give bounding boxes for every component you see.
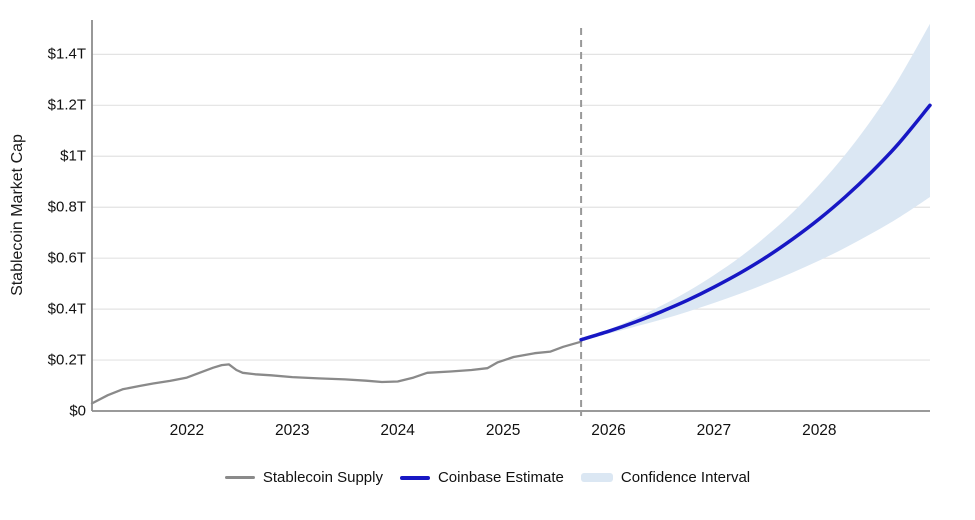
x-tick-label: 2022 (169, 422, 205, 439)
legend-label-coinbase-estimate: Coinbase Estimate (437, 469, 564, 486)
y-tick-label: $0.4T (47, 300, 86, 318)
y-tick-label: $0.2T (47, 351, 86, 369)
blue-line-swatch-icon (399, 475, 430, 480)
gray-line-swatch-icon (224, 476, 255, 479)
x-tick-label: 2023 (275, 422, 310, 439)
y-tick-label: $0.6T (47, 249, 86, 267)
y-tick-label: $1T (60, 147, 86, 165)
legend-item-confidence-interval: Confidence Interval (580, 469, 751, 486)
band-swatch-icon (580, 473, 613, 482)
legend-item-stablecoin-supply: Stablecoin Supply (224, 469, 383, 486)
x-tick-label: 2028 (802, 422, 837, 439)
legend-item-coinbase-estimate: Coinbase Estimate (399, 469, 564, 486)
y-tick-label: $0.8T (47, 198, 86, 216)
legend-label-confidence-interval: Confidence Interval (620, 469, 751, 486)
y-axis-tick-labels: $0 $0.2T $0.4T $0.6T $0.8T $1T $1.2T $1.4T (0, 0, 86, 455)
coinbase-estimate-line (579, 103, 932, 342)
stablecoin-supply-line (90, 340, 583, 405)
x-tick-label: 2024 (380, 422, 415, 439)
y-tick-label: $1.4T (47, 45, 86, 63)
x-tick-label: 2025 (485, 422, 521, 439)
x-tick-label: 2027 (696, 422, 732, 439)
legend: Stablecoin Supply Coinbase Estimate Conf… (0, 469, 975, 486)
y-tick-label: $1.2T (47, 96, 86, 114)
x-tick-label: 2026 (591, 422, 626, 439)
x-axis-tick-labels: 2022 2023 2024 2025 2026 2027 2028 (0, 422, 975, 444)
y-tick-label: $0 (69, 402, 86, 420)
confidence-interval-band (581, 23, 930, 340)
legend-label-stablecoin-supply: Stablecoin Supply (262, 469, 383, 486)
